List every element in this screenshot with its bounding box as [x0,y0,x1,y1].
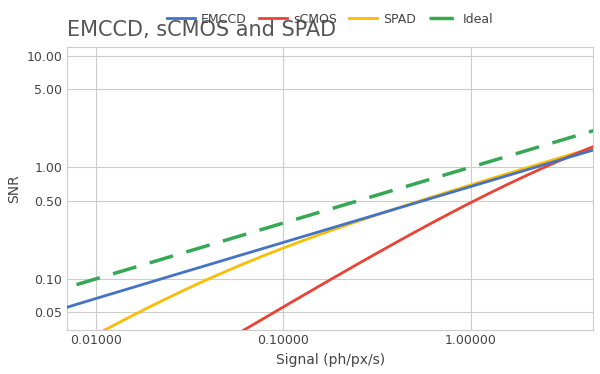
EMCCD [36,313,43,318]
Ideal [263,226,271,230]
sCMOS [284,303,291,307]
SPAD [94,332,101,336]
SPAD [263,252,271,257]
Legend: EMCCD, sCMOS, SPAD, Ideal: EMCCD, sCMOS, SPAD, Ideal [163,8,498,31]
Y-axis label: SNR: SNR [7,174,21,203]
X-axis label: Signal (ph/px/s): Signal (ph/px/s) [275,353,385,367]
SPAD [484,177,491,182]
Ideal [484,160,491,164]
sCMOS [475,197,482,201]
EMCCD [484,179,491,184]
Ideal [422,178,429,183]
EMCCD [422,198,429,202]
sCMOS [598,141,600,145]
EMCCD [598,145,600,150]
Line: SPAD: SPAD [40,145,600,366]
Line: EMCCD: EMCCD [40,147,600,316]
sCMOS [484,191,491,196]
Ideal [598,126,600,131]
SPAD [598,143,600,147]
Ideal [94,276,101,281]
Text: EMCCD, sCMOS and SPAD: EMCCD, sCMOS and SPAD [67,20,337,40]
EMCCD [263,245,271,249]
EMCCD [284,239,291,243]
Line: Ideal: Ideal [40,128,600,295]
Ideal [475,163,482,167]
EMCCD [94,296,101,300]
EMCCD [475,182,482,187]
SPAD [475,181,482,185]
Ideal [284,220,291,224]
SPAD [284,244,291,249]
sCMOS [422,224,429,229]
SPAD [36,364,43,368]
SPAD [422,197,429,201]
Ideal [36,293,43,298]
Line: sCMOS: sCMOS [40,143,600,374]
sCMOS [263,314,271,319]
